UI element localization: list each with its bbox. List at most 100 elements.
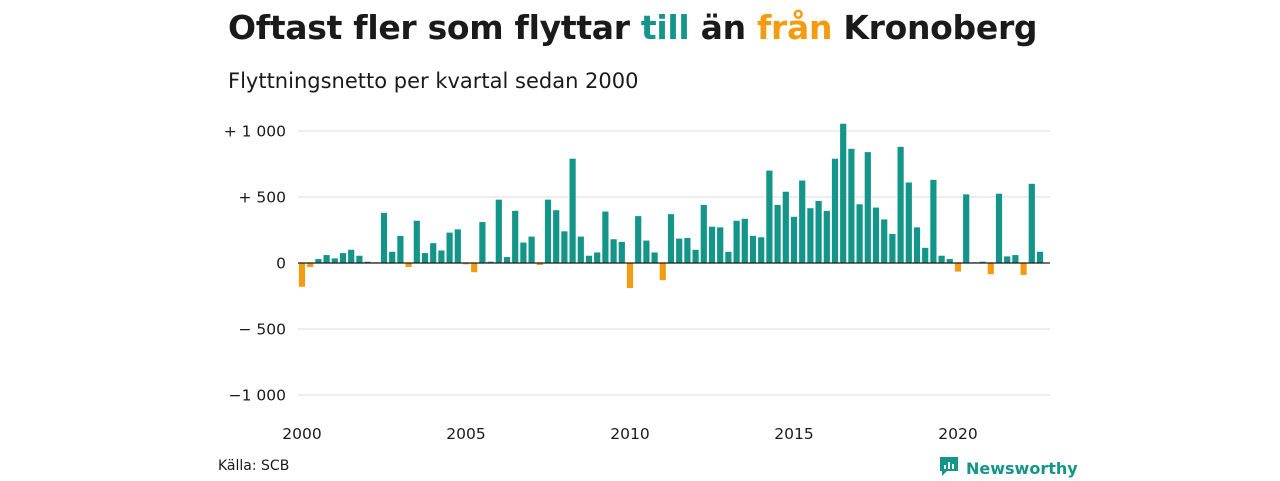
bar (397, 235, 404, 263)
bar (380, 212, 388, 263)
bar (512, 210, 519, 263)
bar (831, 158, 839, 263)
bar (585, 255, 593, 263)
bar (995, 193, 1003, 263)
bar (479, 222, 486, 263)
bar (733, 220, 740, 263)
bar (503, 257, 511, 263)
chart-title: Oftast fler som flyttar till än från Kro… (228, 6, 1038, 50)
bar (364, 261, 371, 263)
chart-subtitle: Flyttningsnetto per kvartal sedan 2000 (228, 69, 639, 93)
bar (749, 235, 757, 263)
x-tick-label: 2010 (610, 425, 649, 443)
bar (430, 243, 437, 263)
bar (626, 263, 634, 289)
bar (856, 204, 863, 263)
bar (799, 180, 806, 263)
bar (823, 210, 830, 263)
bar (339, 253, 347, 263)
brand-logo: Newsworthy (938, 455, 1078, 481)
bar (922, 247, 929, 263)
bar (438, 250, 445, 263)
bar (651, 252, 658, 263)
bar (987, 263, 994, 275)
bar (881, 219, 888, 263)
bar (544, 199, 552, 263)
bar (954, 263, 962, 272)
bar (536, 263, 543, 265)
x-tick-label: 2000 (282, 425, 321, 443)
bar (454, 229, 461, 263)
bar (684, 237, 691, 263)
bar (495, 199, 502, 263)
bar (938, 255, 945, 263)
y-tick-label: + 1 000 (224, 123, 286, 141)
y-tick-label: − 500 (239, 321, 287, 339)
bar (708, 226, 716, 263)
bar (872, 207, 880, 263)
bar (635, 216, 642, 263)
bar (782, 191, 789, 263)
bar (553, 210, 560, 263)
bar (487, 261, 494, 263)
bar (889, 233, 896, 263)
bar (602, 211, 609, 263)
bar (692, 249, 699, 263)
bar (471, 263, 478, 273)
bar (766, 170, 773, 263)
bar (462, 263, 470, 265)
title-word-till: till (640, 8, 690, 47)
bar (930, 179, 937, 263)
bar (421, 253, 429, 263)
bar (405, 263, 412, 267)
x-tick-label: 2015 (774, 425, 813, 443)
bar (561, 231, 568, 263)
bar (315, 259, 322, 263)
bar (725, 251, 732, 263)
y-tick-label: + 500 (239, 189, 287, 207)
title-word-fran: från (756, 8, 833, 47)
bar (840, 123, 847, 264)
bar (790, 216, 798, 263)
bar (348, 249, 355, 263)
bar (717, 227, 724, 263)
bar (577, 236, 584, 263)
bar (1036, 251, 1044, 263)
bar (667, 214, 675, 263)
bar (618, 241, 625, 263)
x-tick-label: 2020 (938, 425, 977, 443)
title-part-1: Oftast fler som flyttar (228, 8, 641, 47)
title-part-5: Kronoberg (832, 8, 1038, 47)
bar (963, 194, 970, 263)
bar (946, 259, 953, 263)
x-tick-label: 2005 (446, 425, 485, 443)
bar (356, 255, 363, 263)
bar (413, 220, 420, 263)
bar (815, 200, 822, 263)
bar (864, 152, 871, 263)
source-note: Källa: SCB (218, 458, 290, 474)
bar (676, 238, 683, 263)
bar (643, 240, 650, 263)
bar (610, 239, 617, 263)
bar (520, 242, 527, 263)
brand-name: Newsworthy (966, 458, 1078, 478)
bar (758, 237, 765, 263)
bar (905, 182, 912, 263)
bar (659, 263, 666, 281)
bar (700, 204, 707, 263)
bar (389, 251, 396, 263)
bar (298, 263, 306, 287)
bar (897, 146, 904, 263)
bar (848, 148, 855, 263)
bar (331, 258, 338, 263)
bar (1028, 183, 1035, 263)
newsworthy-logo-icon (938, 455, 960, 481)
bar (774, 204, 781, 263)
bar (569, 158, 576, 263)
title-part-3: än (689, 8, 757, 47)
y-tick-label: 0 (276, 255, 286, 273)
bar (594, 252, 601, 263)
bar (307, 263, 314, 267)
